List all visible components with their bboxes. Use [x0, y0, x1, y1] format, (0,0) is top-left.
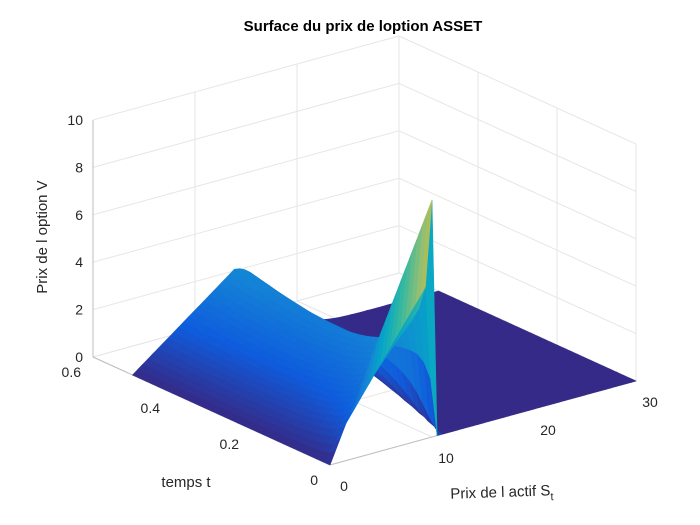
y-tick-label: 0.6	[62, 364, 82, 380]
surface-patch	[322, 451, 336, 466]
grid-line	[398, 130, 637, 240]
grid-line	[398, 177, 637, 287]
grid-line	[92, 130, 400, 216]
chart-title: Surface du prix de loption ASSET	[244, 18, 483, 35]
y-tick-label: 0	[310, 472, 318, 488]
z-tick-label: 2	[75, 302, 83, 318]
z-tick-label: 4	[75, 254, 83, 270]
grid-line	[398, 225, 637, 335]
grid-line	[398, 82, 637, 192]
x-tick-label: 30	[642, 394, 658, 410]
z-tick-label: 6	[75, 207, 83, 223]
y-tick-label: 0.2	[220, 436, 240, 452]
x-tick-label: 10	[438, 450, 454, 466]
x-axis-label-subscript: t	[550, 491, 553, 503]
x-axis-label-text: Prix de l actif St	[450, 482, 554, 507]
z-tick-label: 8	[75, 159, 83, 175]
grid-line	[92, 82, 400, 168]
x-tick-label: 20	[540, 422, 556, 438]
x-tick-label: 0	[340, 478, 348, 494]
z-axis-label: Prix de l option V	[34, 180, 51, 293]
x-axis-label: Prix de l actif St	[450, 482, 554, 507]
grid-line	[92, 35, 400, 121]
grid-line	[92, 177, 400, 263]
grid-line	[398, 35, 637, 145]
surface-plot	[131, 199, 637, 466]
z-tick-label: 0	[75, 349, 83, 365]
grid-line	[92, 225, 400, 311]
z-tick-label: 10	[67, 112, 83, 128]
y-tick-label: 0.4	[141, 400, 161, 416]
y-axis-label: temps t	[161, 474, 211, 491]
